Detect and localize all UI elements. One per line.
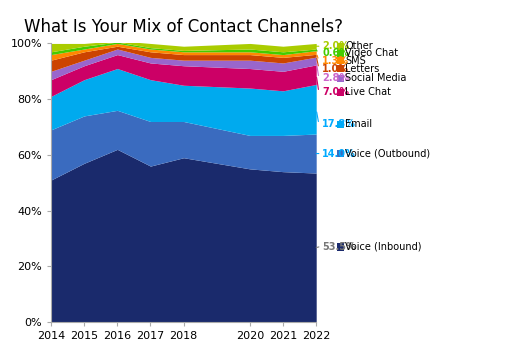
Bar: [336, 243, 344, 251]
Text: 2.8%: 2.8%: [322, 73, 349, 83]
Text: 7.0%: 7.0%: [322, 87, 349, 97]
Bar: [336, 50, 344, 57]
Text: Other: Other: [345, 41, 373, 51]
Text: 2.0%: 2.0%: [322, 41, 349, 51]
Text: Video Chat: Video Chat: [345, 48, 398, 58]
Text: SMS: SMS: [345, 56, 365, 66]
Bar: [336, 57, 344, 64]
Bar: [336, 89, 344, 96]
Text: Letters: Letters: [345, 63, 379, 73]
Text: Live Chat: Live Chat: [345, 87, 390, 97]
Text: 53.5%: 53.5%: [322, 242, 355, 252]
Text: 1.0%: 1.0%: [322, 63, 349, 73]
Text: Voice (Outbound): Voice (Outbound): [345, 148, 430, 159]
Bar: [336, 43, 344, 50]
Text: Social Media: Social Media: [345, 73, 406, 83]
Text: 1.3%: 1.3%: [322, 56, 349, 66]
Text: Voice (Inbound): Voice (Inbound): [345, 242, 421, 252]
Bar: [336, 65, 344, 72]
Bar: [336, 121, 344, 128]
Title: What Is Your Mix of Contact Channels?: What Is Your Mix of Contact Channels?: [24, 18, 343, 36]
Text: 14.0%: 14.0%: [322, 148, 355, 159]
Text: Email: Email: [345, 119, 372, 129]
Text: 17.8%: 17.8%: [322, 119, 355, 129]
Bar: [336, 75, 344, 82]
Text: 0.6%: 0.6%: [322, 48, 349, 58]
Bar: [336, 150, 344, 157]
